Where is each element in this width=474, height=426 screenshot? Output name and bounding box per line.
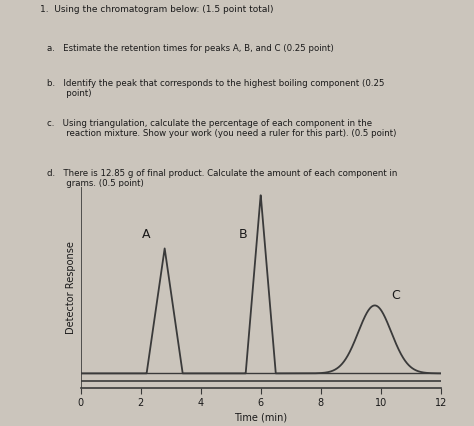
X-axis label: Time (min): Time (min) xyxy=(234,412,287,422)
Text: A: A xyxy=(142,228,151,241)
Text: 1.  Using the chromatogram below: (1.5 point total): 1. Using the chromatogram below: (1.5 po… xyxy=(40,6,274,14)
Text: c.   Using triangulation, calculate the percentage of each component in the
    : c. Using triangulation, calculate the pe… xyxy=(47,119,397,138)
Text: a.   Estimate the retention times for peaks A, B, and C (0.25 point): a. Estimate the retention times for peak… xyxy=(47,44,334,53)
Text: B: B xyxy=(238,228,247,241)
Text: C: C xyxy=(392,289,400,302)
Text: d.   There is 12.85 g of final product. Calculate the amount of each component i: d. There is 12.85 g of final product. Ca… xyxy=(47,169,398,188)
Y-axis label: Detector Response: Detector Response xyxy=(66,241,76,334)
Text: b.   Identify the peak that corresponds to the highest boiling component (0.25
 : b. Identify the peak that corresponds to… xyxy=(47,79,385,98)
